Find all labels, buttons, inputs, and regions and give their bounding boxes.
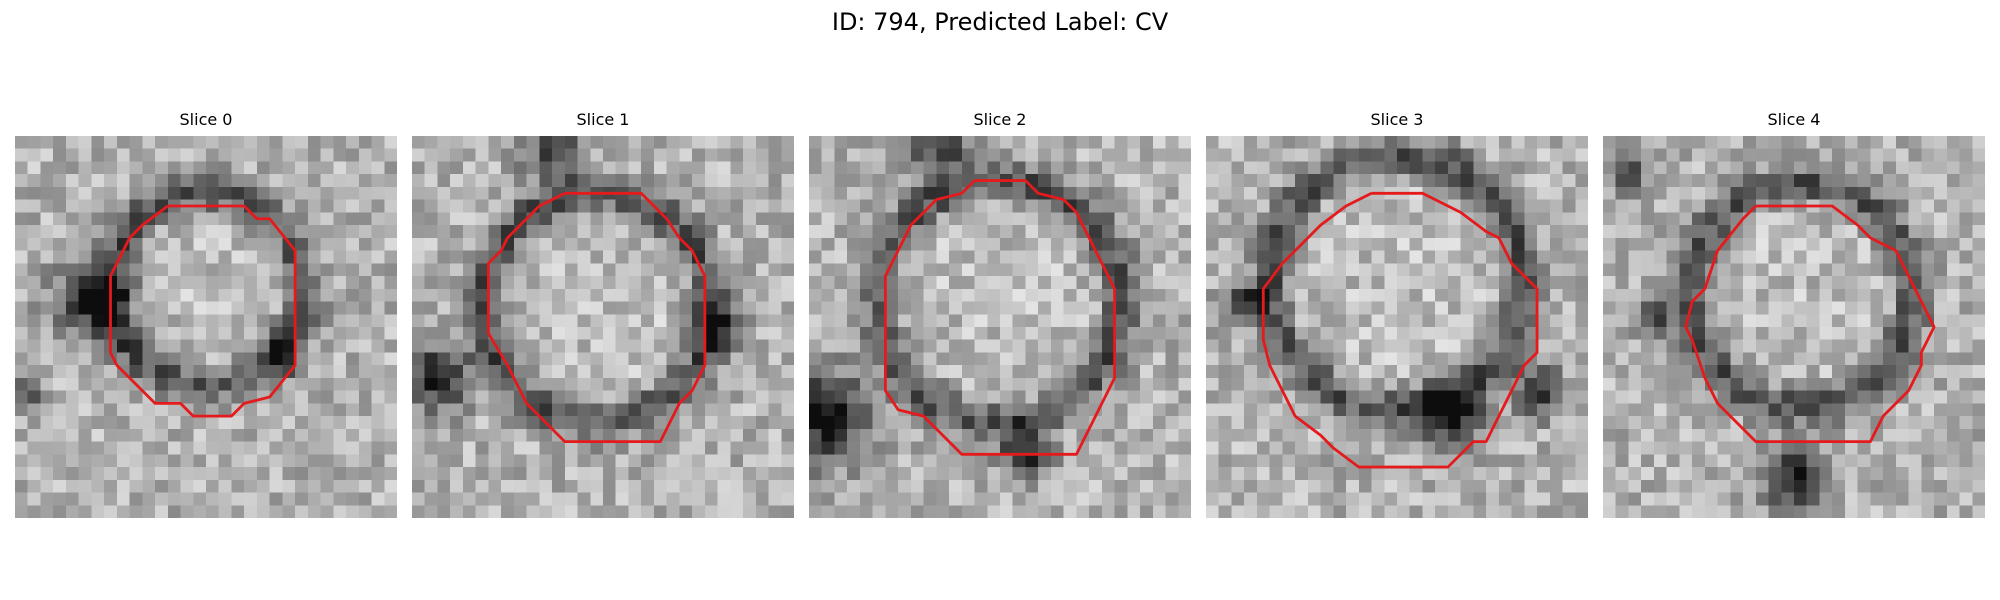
slice-image: [1603, 136, 1985, 518]
segmentation-contour: [1684, 204, 1936, 444]
slice-panel-2: Slice 2: [809, 108, 1191, 518]
slice-image: [809, 136, 1191, 518]
segmentation-contour: [1261, 191, 1539, 469]
segmentation-contour: [109, 204, 297, 418]
slice-panel-4: Slice 4: [1603, 108, 1985, 518]
slice-title: Slice 1: [576, 110, 630, 129]
slice-title: Slice 4: [1767, 110, 1821, 129]
slice-title: Slice 3: [1370, 110, 1424, 129]
segmentation-contour: [883, 179, 1117, 456]
slice-panel-0: Slice 0: [15, 108, 397, 518]
slice-image: [15, 136, 397, 518]
segmentation-contour: [486, 191, 707, 444]
slice-panel-1: Slice 1: [412, 108, 794, 518]
slice-title: Slice 2: [973, 110, 1027, 129]
slice-title: Slice 0: [179, 110, 233, 129]
slice-panel-3: Slice 3: [1206, 108, 1588, 518]
figure-title: ID: 794, Predicted Label: CV: [831, 8, 1169, 36]
slice-image: [412, 136, 794, 518]
slice-image: [1206, 136, 1588, 518]
